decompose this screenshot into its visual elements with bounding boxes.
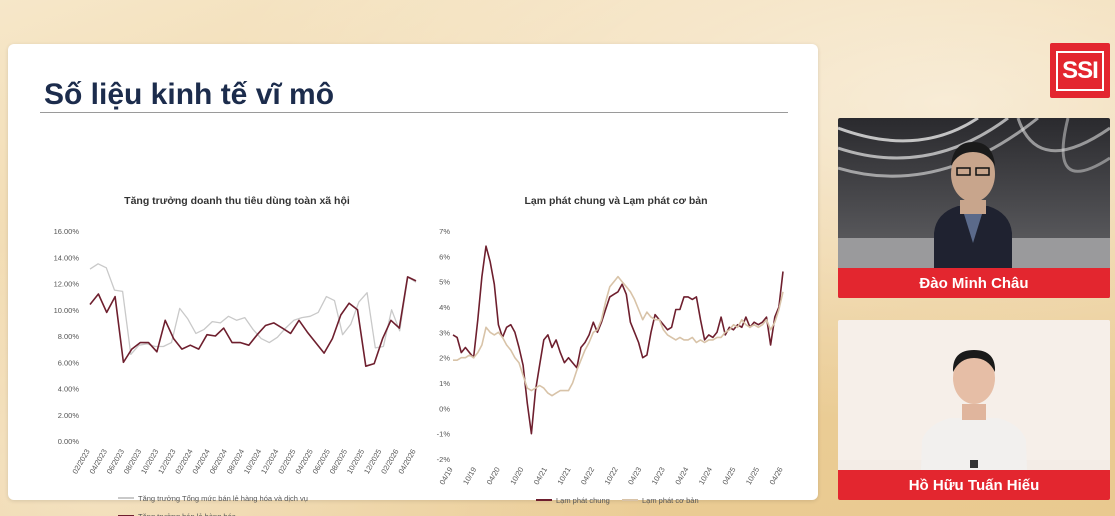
retail-growth-chart-svg: Tăng trưởng doanh thu tiêu dùng toàn xã … (54, 195, 418, 516)
chart-1-x-tick: 10/20 (508, 466, 525, 487)
chart-1-title: Lạm phát chung và Lạm phát cơ bản (524, 195, 707, 207)
retail-growth-chart: Tăng trưởng doanh thu tiêu dùng toàn xã … (42, 139, 422, 516)
slide-panel: Số liệu kinh tế vĩ mô Tăng trưởng doanh … (8, 44, 818, 516)
chart-1-y-tick: 0% (439, 404, 450, 413)
chart-1-y-tick: 4% (439, 303, 450, 312)
ssi-logo-text: SSI (1056, 50, 1104, 91)
chart-1-y-tick: 1% (439, 379, 450, 388)
chart-1-x-tick: 10/25 (744, 466, 761, 487)
chart-0-y-tick: 4.00% (58, 385, 80, 394)
chart-1-x-tick: 04/20 (485, 466, 502, 487)
chart-1-y-tick: 3% (439, 328, 450, 337)
chart-1-y-tick: 5% (439, 278, 450, 287)
chart-0-y-tick: 8.00% (58, 332, 80, 341)
chart-1-legend-label-0: Lạm phát chung (556, 496, 610, 505)
chart-0-y-tick: 0.00% (58, 437, 80, 446)
chart-1-x-tick: 10/24 (697, 466, 714, 487)
presenter-2-name: Hồ Hữu Tuấn Hiếu (838, 470, 1110, 500)
chart-1-x-tick: 04/25 (720, 466, 737, 487)
chart-0-y-tick: 10.00% (54, 306, 80, 315)
chart-1-y-tick: -1% (437, 430, 451, 439)
presenter-1-name: Đào Minh Châu (838, 268, 1110, 298)
chart-0-title: Tăng trưởng doanh thu tiêu dùng toàn xã … (124, 195, 350, 207)
chart-0-series-1-line (89, 276, 417, 367)
presenter-video-2: Hồ Hữu Tuấn Hiếu (838, 320, 1110, 500)
chart-1-x-tick: 04/21 (532, 466, 549, 487)
inflation-chart: Lạm phát chung và Lạm phát cơ bản -2% -1% 0… (426, 139, 806, 505)
ssi-logo: SSI (1050, 43, 1110, 98)
chart-1-x-tick: 04/22 (579, 466, 596, 487)
chart-1-y-tick: 2% (439, 354, 450, 363)
inflation-chart-svg: Lạm phát chung và Lạm phát cơ bản -2% -1% 0… (437, 195, 785, 505)
chart-1-x-tick: 04/24 (673, 466, 690, 487)
chart-1-x-tick: 10/21 (555, 466, 572, 487)
chart-0-y-tick: 16.00% (54, 227, 80, 236)
chart-0-y-tick: 6.00% (58, 358, 80, 367)
chart-0-legend-label-1: Tăng trưởng bán lẻ hàng hóa (138, 512, 237, 516)
chart-1-series-1-line (453, 275, 784, 397)
title-divider (40, 112, 788, 113)
chart-0-y-tick: 2.00% (58, 411, 80, 420)
chart-0-y-tick: 12.00% (54, 280, 80, 289)
chart-1-x-tick: 10/19 (461, 466, 478, 487)
chart-1-x-tick: 04/23 (626, 466, 643, 487)
chart-1-x-tick: 04/26 (768, 466, 785, 487)
chart-1-y-tick: 7% (439, 227, 450, 236)
slide-title: Số liệu kinh tế vĩ mô (44, 78, 335, 111)
chart-0-y-tick: 14.00% (54, 253, 80, 262)
chart-1-series-0-line (452, 245, 784, 435)
presenter-video-1: Đào Minh Châu (838, 118, 1110, 298)
chart-1-x-tick: 10/23 (650, 466, 667, 487)
chart-0-series-0-line (89, 263, 417, 356)
chart-1-y-tick: 6% (439, 252, 450, 261)
chart-1-x-tick: 04/19 (438, 466, 455, 487)
chart-1-legend-label-1: Lạm phát cơ bản (642, 496, 699, 505)
chart-1-x-tick: 10/22 (603, 466, 620, 487)
chart-0-legend-label-0: Tăng trưởng Tổng mức bán lẻ hàng hóa và … (138, 494, 308, 503)
chart-1-y-tick: -2% (437, 455, 451, 464)
